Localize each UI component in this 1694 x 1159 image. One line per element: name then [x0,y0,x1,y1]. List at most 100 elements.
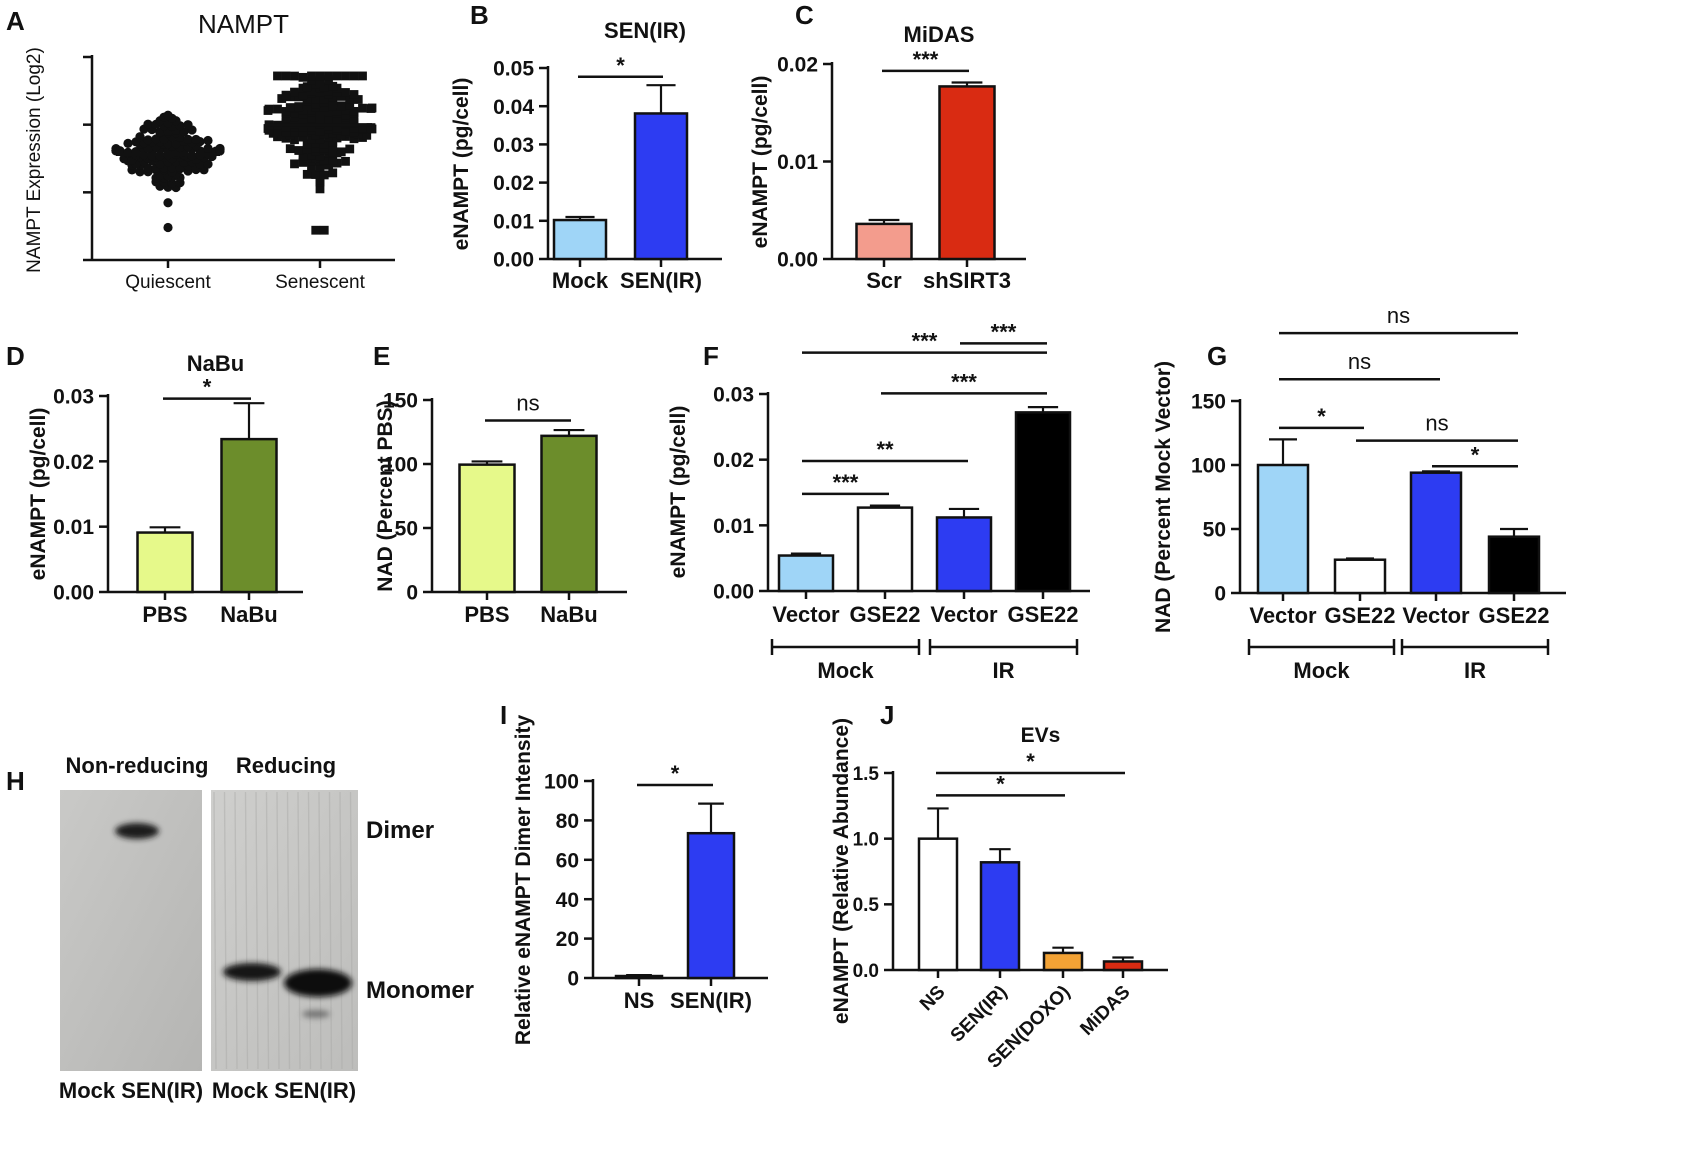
blot-streak [349,791,354,1070]
band-label-dimer: Dimer [366,817,434,844]
data-point [341,88,350,97]
bar-sen-doxo- [1042,951,1084,972]
data-point [328,98,338,108]
panel-letter: A [6,6,25,36]
data-point [319,95,329,104]
significance-label: *** [833,470,859,495]
data-point [311,225,321,235]
data-point [302,94,312,104]
data-point [281,90,291,100]
significance-label: ns [1348,349,1371,374]
chart-title: NaBu [187,351,244,376]
significance-label: *** [913,47,939,72]
y-tick-label: 0 [406,582,418,605]
data-point [349,134,359,144]
data-point [315,71,325,81]
blot-streak [276,791,280,1070]
data-point [315,184,325,194]
chart-title: NAMPT [198,9,289,39]
x-tick-label: Mock [552,268,609,293]
y-tick-label: 0.01 [53,516,94,539]
data-point [341,110,350,120]
y-tick-label: 0.01 [713,515,754,538]
panel-b: B 0.00 0.01 0.02 0.03 0.04 0.05 eNAMPT (pg/cell… [450,0,722,293]
significance-label: *** [991,319,1017,344]
data-point [362,130,372,140]
significance-label: * [996,771,1005,796]
data-point [336,147,346,157]
blot-streak [255,791,259,1070]
y-tick-label: 0.00 [53,582,94,605]
y-tick-label: 0.05 [493,58,534,81]
blot-streak [213,791,217,1070]
significance-label: ns [1425,411,1448,436]
y-tick-label: 100 [1191,455,1226,478]
data-point [332,114,342,124]
data-point [315,151,325,161]
y-tick-label: 0.04 [493,96,534,119]
data-point [341,126,350,136]
panel-letter: E [373,341,390,371]
data-point [273,71,282,81]
y-axis-label: eNAMPT (pg/cell) [450,78,473,251]
y-tick-label: 0.03 [53,386,94,409]
data-point [328,147,338,157]
data-point [123,138,133,148]
group-label: Mock [817,658,874,683]
data-point [264,104,274,114]
significance-label: *** [951,369,977,394]
data-point [332,71,342,81]
x-tick-label: NaBu [540,602,597,627]
data-point [349,123,359,133]
data-point [341,71,350,81]
data-point [358,103,367,113]
data-point [294,146,304,155]
x-tick-label: Vector [1402,603,1470,628]
significance-label: * [203,375,212,400]
x-tick-label: GSE22 [850,602,921,627]
y-tick-label: 100 [544,771,579,794]
y-tick-label: 150 [383,390,418,413]
data-point [163,198,173,208]
y-tick-label: 0 [567,968,579,991]
y-tick-label: 0.00 [777,249,818,272]
bar-vector [1256,463,1310,595]
blot-streak [265,791,270,1070]
x-tick-label: Vector [1249,603,1317,628]
significance-label: *** [912,329,938,354]
data-point [315,114,325,124]
blot-streak [234,791,238,1070]
data-point [315,162,325,172]
y-axis-label: eNAMPT (pg/cell) [27,408,50,581]
y-axis-label: NAD (Percent PBS) [374,400,397,591]
y-tick-label: 50 [1203,519,1226,542]
data-point [358,71,367,81]
bar-vector [777,554,835,593]
y-tick-label: 0.5 [853,895,880,916]
panel-h: H Non-reducing Reducing Mock SEN(IR) Mock SE… [6,753,474,1103]
panel-letter: D [6,341,25,371]
data-point [336,101,346,111]
y-tick-label: 100 [383,454,418,477]
x-tick-label: NS [916,982,950,1016]
blot-streak [223,791,228,1070]
data-point [328,81,338,91]
data-point [349,71,359,81]
data-point [315,77,325,87]
dimer-band [115,823,159,839]
blot-header-nonreducing: Non-reducing [66,753,209,778]
data-point [319,82,329,92]
data-point [203,159,213,169]
significance-label: * [1471,442,1480,467]
band-label-monomer: Monomer [366,977,474,1004]
data-point [215,144,225,154]
x-tick-label: GSE22 [1325,603,1396,628]
x-tick-label: SEN(IR) [620,268,702,293]
data-point [315,127,325,136]
y-tick-label: 0.03 [493,134,534,157]
data-point [307,162,316,172]
data-point [281,113,291,123]
panel-f: F 0.00 0.01 0.02 0.03 eNAMPT (pg/cell) Vector G… [667,319,1090,683]
chart-title: MiDAS [904,22,975,47]
